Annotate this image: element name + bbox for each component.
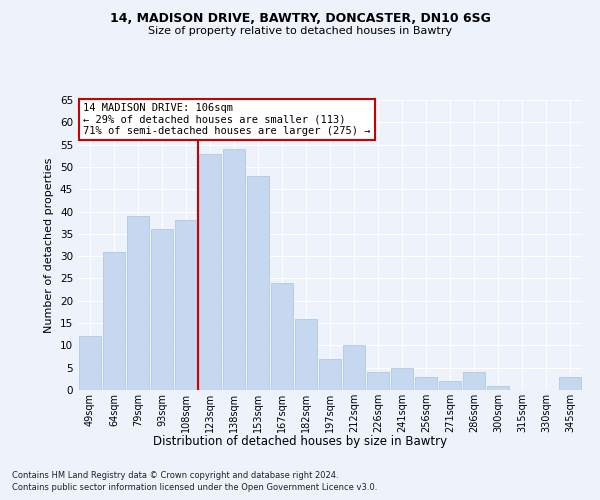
Bar xyxy=(103,252,125,390)
Bar xyxy=(247,176,269,390)
Bar xyxy=(487,386,509,390)
Text: 14 MADISON DRIVE: 106sqm
← 29% of detached houses are smaller (113)
71% of semi-: 14 MADISON DRIVE: 106sqm ← 29% of detach… xyxy=(83,103,371,136)
Bar xyxy=(415,376,437,390)
Bar xyxy=(127,216,149,390)
Bar xyxy=(391,368,413,390)
Bar xyxy=(559,376,581,390)
Y-axis label: Number of detached properties: Number of detached properties xyxy=(44,158,55,332)
Text: Distribution of detached houses by size in Bawtry: Distribution of detached houses by size … xyxy=(153,435,447,448)
Text: Contains public sector information licensed under the Open Government Licence v3: Contains public sector information licen… xyxy=(12,484,377,492)
Bar xyxy=(151,230,173,390)
Bar xyxy=(223,149,245,390)
Bar xyxy=(439,381,461,390)
Bar xyxy=(79,336,101,390)
Bar xyxy=(295,318,317,390)
Bar xyxy=(271,283,293,390)
Bar xyxy=(367,372,389,390)
Bar xyxy=(343,346,365,390)
Bar xyxy=(199,154,221,390)
Bar xyxy=(319,359,341,390)
Text: Size of property relative to detached houses in Bawtry: Size of property relative to detached ho… xyxy=(148,26,452,36)
Bar xyxy=(463,372,485,390)
Text: 14, MADISON DRIVE, BAWTRY, DONCASTER, DN10 6SG: 14, MADISON DRIVE, BAWTRY, DONCASTER, DN… xyxy=(110,12,490,26)
Bar xyxy=(175,220,197,390)
Text: Contains HM Land Registry data © Crown copyright and database right 2024.: Contains HM Land Registry data © Crown c… xyxy=(12,471,338,480)
